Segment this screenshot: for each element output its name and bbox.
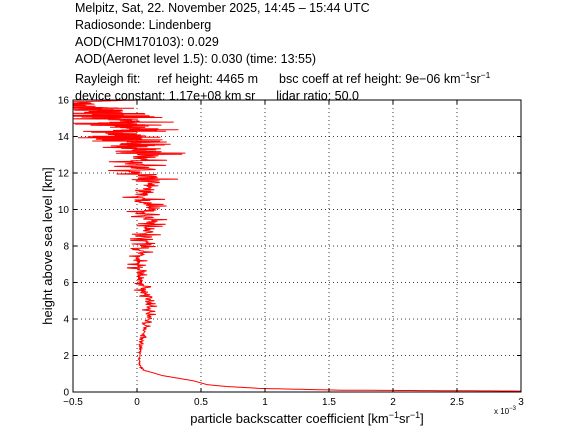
y-tick-label: 12 (58, 169, 70, 180)
y-tick-label: 4 (63, 315, 69, 326)
x-axis-label: particle backscatter coefficient [km−1sr… (190, 410, 423, 426)
x-tick-label: 1.5 (322, 397, 336, 408)
y-tick-label: 6 (63, 278, 69, 289)
x-tick-label: 2.5 (450, 397, 464, 408)
data-layer (72, 99, 522, 392)
aod-aeronet-label: AOD(Aeronet level 1.5): 0.030 (time: 13:… (75, 52, 317, 66)
rayleigh-fit-label: Rayleigh fit: (75, 72, 141, 86)
x-axis-scale-factor: x 10−3 (494, 406, 517, 416)
y-tick-label: 2 (63, 351, 69, 362)
x-tick-label: 1 (262, 397, 268, 408)
x-tick-label: 2 (390, 397, 396, 408)
radiosonde-label: Radiosonde: Lindenberg (75, 18, 212, 32)
y-tick-label: 8 (63, 242, 69, 253)
aod-chm-label: AOD(CHM170103): 0.029 (75, 35, 219, 49)
chart-title: Melpitz, Sat, 22. November 2025, 14:45 –… (75, 1, 370, 15)
bsc-coeff-label: bsc coeff at ref height: 9e−06 km−1sr−1 (279, 70, 491, 86)
x-tick-label: 0 (134, 397, 140, 408)
y-tick-label: 16 (58, 96, 70, 107)
rayleigh-fit-line: Rayleigh fit: ref height: 4465 m bsc coe… (75, 71, 575, 88)
backscatter-profile-line (72, 99, 522, 392)
y-axis-label: height above sea level [km] (40, 167, 55, 325)
ref-height-label: ref height: 4465 m (157, 72, 259, 86)
x-tick-label: 0.5 (194, 397, 208, 408)
y-tick-label: 0 (63, 388, 69, 399)
x-tick-label: 3 (518, 397, 524, 408)
y-tick-label: 10 (58, 205, 70, 216)
y-tick-label: 14 (58, 132, 70, 143)
x-tick-label: −0.5 (63, 397, 83, 408)
